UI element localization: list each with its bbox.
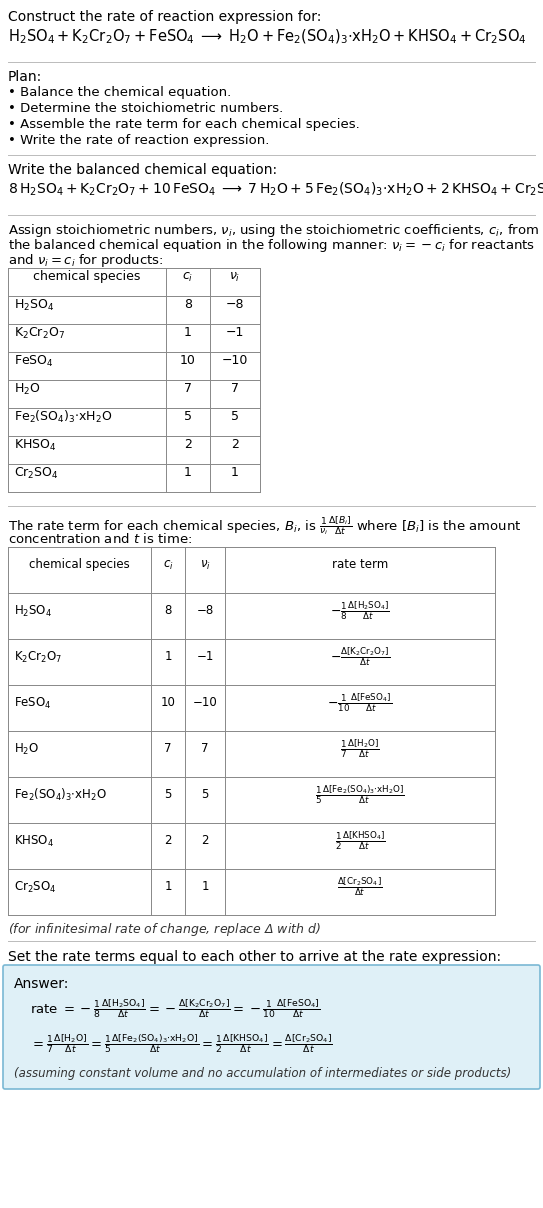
- Text: $\nu_i$: $\nu_i$: [229, 271, 241, 284]
- Text: 5: 5: [231, 411, 239, 424]
- Text: $\mathrm{Cr_2SO_4}$: $\mathrm{Cr_2SO_4}$: [14, 879, 56, 895]
- Text: chemical species: chemical species: [33, 271, 141, 284]
- Text: $\frac{1}{7}\frac{\Delta[\mathrm{H_2O}]}{\Delta t}$: $\frac{1}{7}\frac{\Delta[\mathrm{H_2O}]}…: [340, 738, 380, 760]
- Text: $\mathrm{H_2O}$: $\mathrm{H_2O}$: [14, 742, 39, 756]
- Text: 2: 2: [184, 439, 192, 452]
- Text: Plan:: Plan:: [8, 70, 42, 85]
- Text: 1: 1: [164, 881, 172, 894]
- Text: 2: 2: [164, 835, 172, 848]
- Text: $\frac{1}{2}\frac{\Delta[\mathrm{KHSO_4}]}{\Delta t}$: $\frac{1}{2}\frac{\Delta[\mathrm{KHSO_4}…: [334, 830, 386, 853]
- Text: 10: 10: [180, 354, 196, 367]
- Text: concentration and $t$ is time:: concentration and $t$ is time:: [8, 532, 192, 546]
- Text: 7: 7: [164, 743, 172, 755]
- Text: $-\frac{\Delta[\mathrm{K_2Cr_2O_7}]}{\Delta t}$: $-\frac{\Delta[\mathrm{K_2Cr_2O_7}]}{\De…: [330, 645, 390, 668]
- Text: Construct the rate of reaction expression for:: Construct the rate of reaction expressio…: [8, 10, 321, 24]
- Text: 7: 7: [231, 383, 239, 395]
- Text: $c_i$: $c_i$: [163, 558, 173, 571]
- Text: 1: 1: [184, 466, 192, 480]
- Text: $-\frac{1}{8}\frac{\Delta[\mathrm{H_2SO_4}]}{\Delta t}$: $-\frac{1}{8}\frac{\Delta[\mathrm{H_2SO_…: [330, 599, 390, 622]
- Text: $\mathrm{KHSO_4}$: $\mathrm{KHSO_4}$: [14, 437, 56, 453]
- Text: $\mathrm{8\,H_2SO_4 + K_2Cr_2O_7 + 10\,FeSO_4 \;\longrightarrow\; 7\,H_2O + 5\,F: $\mathrm{8\,H_2SO_4 + K_2Cr_2O_7 + 10\,F…: [8, 181, 543, 198]
- Text: $\mathrm{Fe_2(SO_4)_3{\cdot}xH_2O}$: $\mathrm{Fe_2(SO_4)_3{\cdot}xH_2O}$: [14, 786, 107, 803]
- Text: −1: −1: [226, 326, 244, 339]
- Text: 5: 5: [165, 789, 172, 801]
- Text: $\mathrm{H_2SO_4 + K_2Cr_2O_7 + FeSO_4 \;\longrightarrow\; H_2O + Fe_2(SO_4)_3{\: $\mathrm{H_2SO_4 + K_2Cr_2O_7 + FeSO_4 \…: [8, 28, 527, 46]
- Text: 1: 1: [201, 881, 209, 894]
- Text: and $\nu_i = c_i$ for products:: and $\nu_i = c_i$ for products:: [8, 252, 163, 269]
- Text: −8: −8: [226, 298, 244, 312]
- Text: $\mathrm{H_2SO_4}$: $\mathrm{H_2SO_4}$: [14, 297, 54, 313]
- Text: Write the balanced chemical equation:: Write the balanced chemical equation:: [8, 163, 277, 178]
- Text: $\frac{1}{5}\frac{\Delta[\mathrm{Fe_2(SO_4)_3{\cdot}xH_2O}]}{\Delta t}$: $\frac{1}{5}\frac{\Delta[\mathrm{Fe_2(SO…: [315, 784, 405, 806]
- Text: (assuming constant volume and no accumulation of intermediates or side products): (assuming constant volume and no accumul…: [14, 1067, 512, 1080]
- Text: $\frac{\Delta[\mathrm{Cr_2SO_4}]}{\Delta t}$: $\frac{\Delta[\mathrm{Cr_2SO_4}]}{\Delta…: [337, 876, 383, 899]
- Text: Set the rate terms equal to each other to arrive at the rate expression:: Set the rate terms equal to each other t…: [8, 949, 501, 964]
- Text: $\mathrm{FeSO_4}$: $\mathrm{FeSO_4}$: [14, 696, 52, 710]
- Text: $\mathrm{FeSO_4}$: $\mathrm{FeSO_4}$: [14, 354, 54, 368]
- Text: 1: 1: [231, 466, 239, 480]
- Text: $\mathrm{Fe_2(SO_4)_3{\cdot}xH_2O}$: $\mathrm{Fe_2(SO_4)_3{\cdot}xH_2O}$: [14, 410, 112, 425]
- Text: rate $= -\frac{1}{8}\frac{\Delta[\mathrm{H_2SO_4}]}{\Delta t} = -\frac{\Delta[\m: rate $= -\frac{1}{8}\frac{\Delta[\mathrm…: [30, 997, 320, 1020]
- Text: 10: 10: [161, 697, 175, 709]
- Text: Answer:: Answer:: [14, 977, 70, 991]
- Text: −1: −1: [197, 650, 214, 663]
- Text: $= \frac{1}{7}\frac{\Delta[\mathrm{H_2O}]}{\Delta t} = \frac{1}{5}\frac{\Delta[\: $= \frac{1}{7}\frac{\Delta[\mathrm{H_2O}…: [30, 1032, 333, 1055]
- Text: −8: −8: [197, 604, 213, 617]
- Text: 1: 1: [184, 326, 192, 339]
- Text: • Determine the stoichiometric numbers.: • Determine the stoichiometric numbers.: [8, 101, 283, 115]
- Text: 2: 2: [201, 835, 209, 848]
- FancyBboxPatch shape: [3, 965, 540, 1088]
- Text: 5: 5: [184, 411, 192, 424]
- Text: 5: 5: [201, 789, 209, 801]
- Text: 8: 8: [165, 604, 172, 617]
- Text: 8: 8: [184, 298, 192, 312]
- Text: • Balance the chemical equation.: • Balance the chemical equation.: [8, 86, 231, 99]
- Text: $c_i$: $c_i$: [182, 271, 194, 284]
- Text: $-\frac{1}{10}\frac{\Delta[\mathrm{FeSO_4}]}{\Delta t}$: $-\frac{1}{10}\frac{\Delta[\mathrm{FeSO_…: [327, 692, 393, 714]
- Text: the balanced chemical equation in the following manner: $\nu_i = -c_i$ for react: the balanced chemical equation in the fo…: [8, 237, 535, 254]
- Text: chemical species: chemical species: [29, 558, 130, 571]
- Text: Assign stoichiometric numbers, $\nu_i$, using the stoichiometric coefficients, $: Assign stoichiometric numbers, $\nu_i$, …: [8, 222, 539, 239]
- Text: $\mathrm{H_2O}$: $\mathrm{H_2O}$: [14, 382, 41, 396]
- Text: • Assemble the rate term for each chemical species.: • Assemble the rate term for each chemic…: [8, 118, 360, 130]
- Text: $\mathrm{H_2SO_4}$: $\mathrm{H_2SO_4}$: [14, 604, 52, 618]
- Text: $\mathrm{Cr_2SO_4}$: $\mathrm{Cr_2SO_4}$: [14, 465, 59, 481]
- Text: The rate term for each chemical species, $B_i$, is $\frac{1}{\nu_i}\frac{\Delta[: The rate term for each chemical species,…: [8, 513, 521, 538]
- Text: $\mathrm{K_2Cr_2O_7}$: $\mathrm{K_2Cr_2O_7}$: [14, 325, 65, 341]
- Text: 1: 1: [164, 650, 172, 663]
- Text: 7: 7: [184, 383, 192, 395]
- Text: (for infinitesimal rate of change, replace Δ with $d$): (for infinitesimal rate of change, repla…: [8, 920, 321, 937]
- Text: −10: −10: [193, 697, 217, 709]
- Text: 2: 2: [231, 439, 239, 452]
- Text: • Write the rate of reaction expression.: • Write the rate of reaction expression.: [8, 134, 269, 147]
- Text: −10: −10: [222, 354, 248, 367]
- Text: 7: 7: [201, 743, 209, 755]
- Text: rate term: rate term: [332, 558, 388, 571]
- Text: $\nu_i$: $\nu_i$: [200, 558, 210, 571]
- Text: $\mathrm{K_2Cr_2O_7}$: $\mathrm{K_2Cr_2O_7}$: [14, 650, 62, 664]
- Text: $\mathrm{KHSO_4}$: $\mathrm{KHSO_4}$: [14, 834, 54, 848]
